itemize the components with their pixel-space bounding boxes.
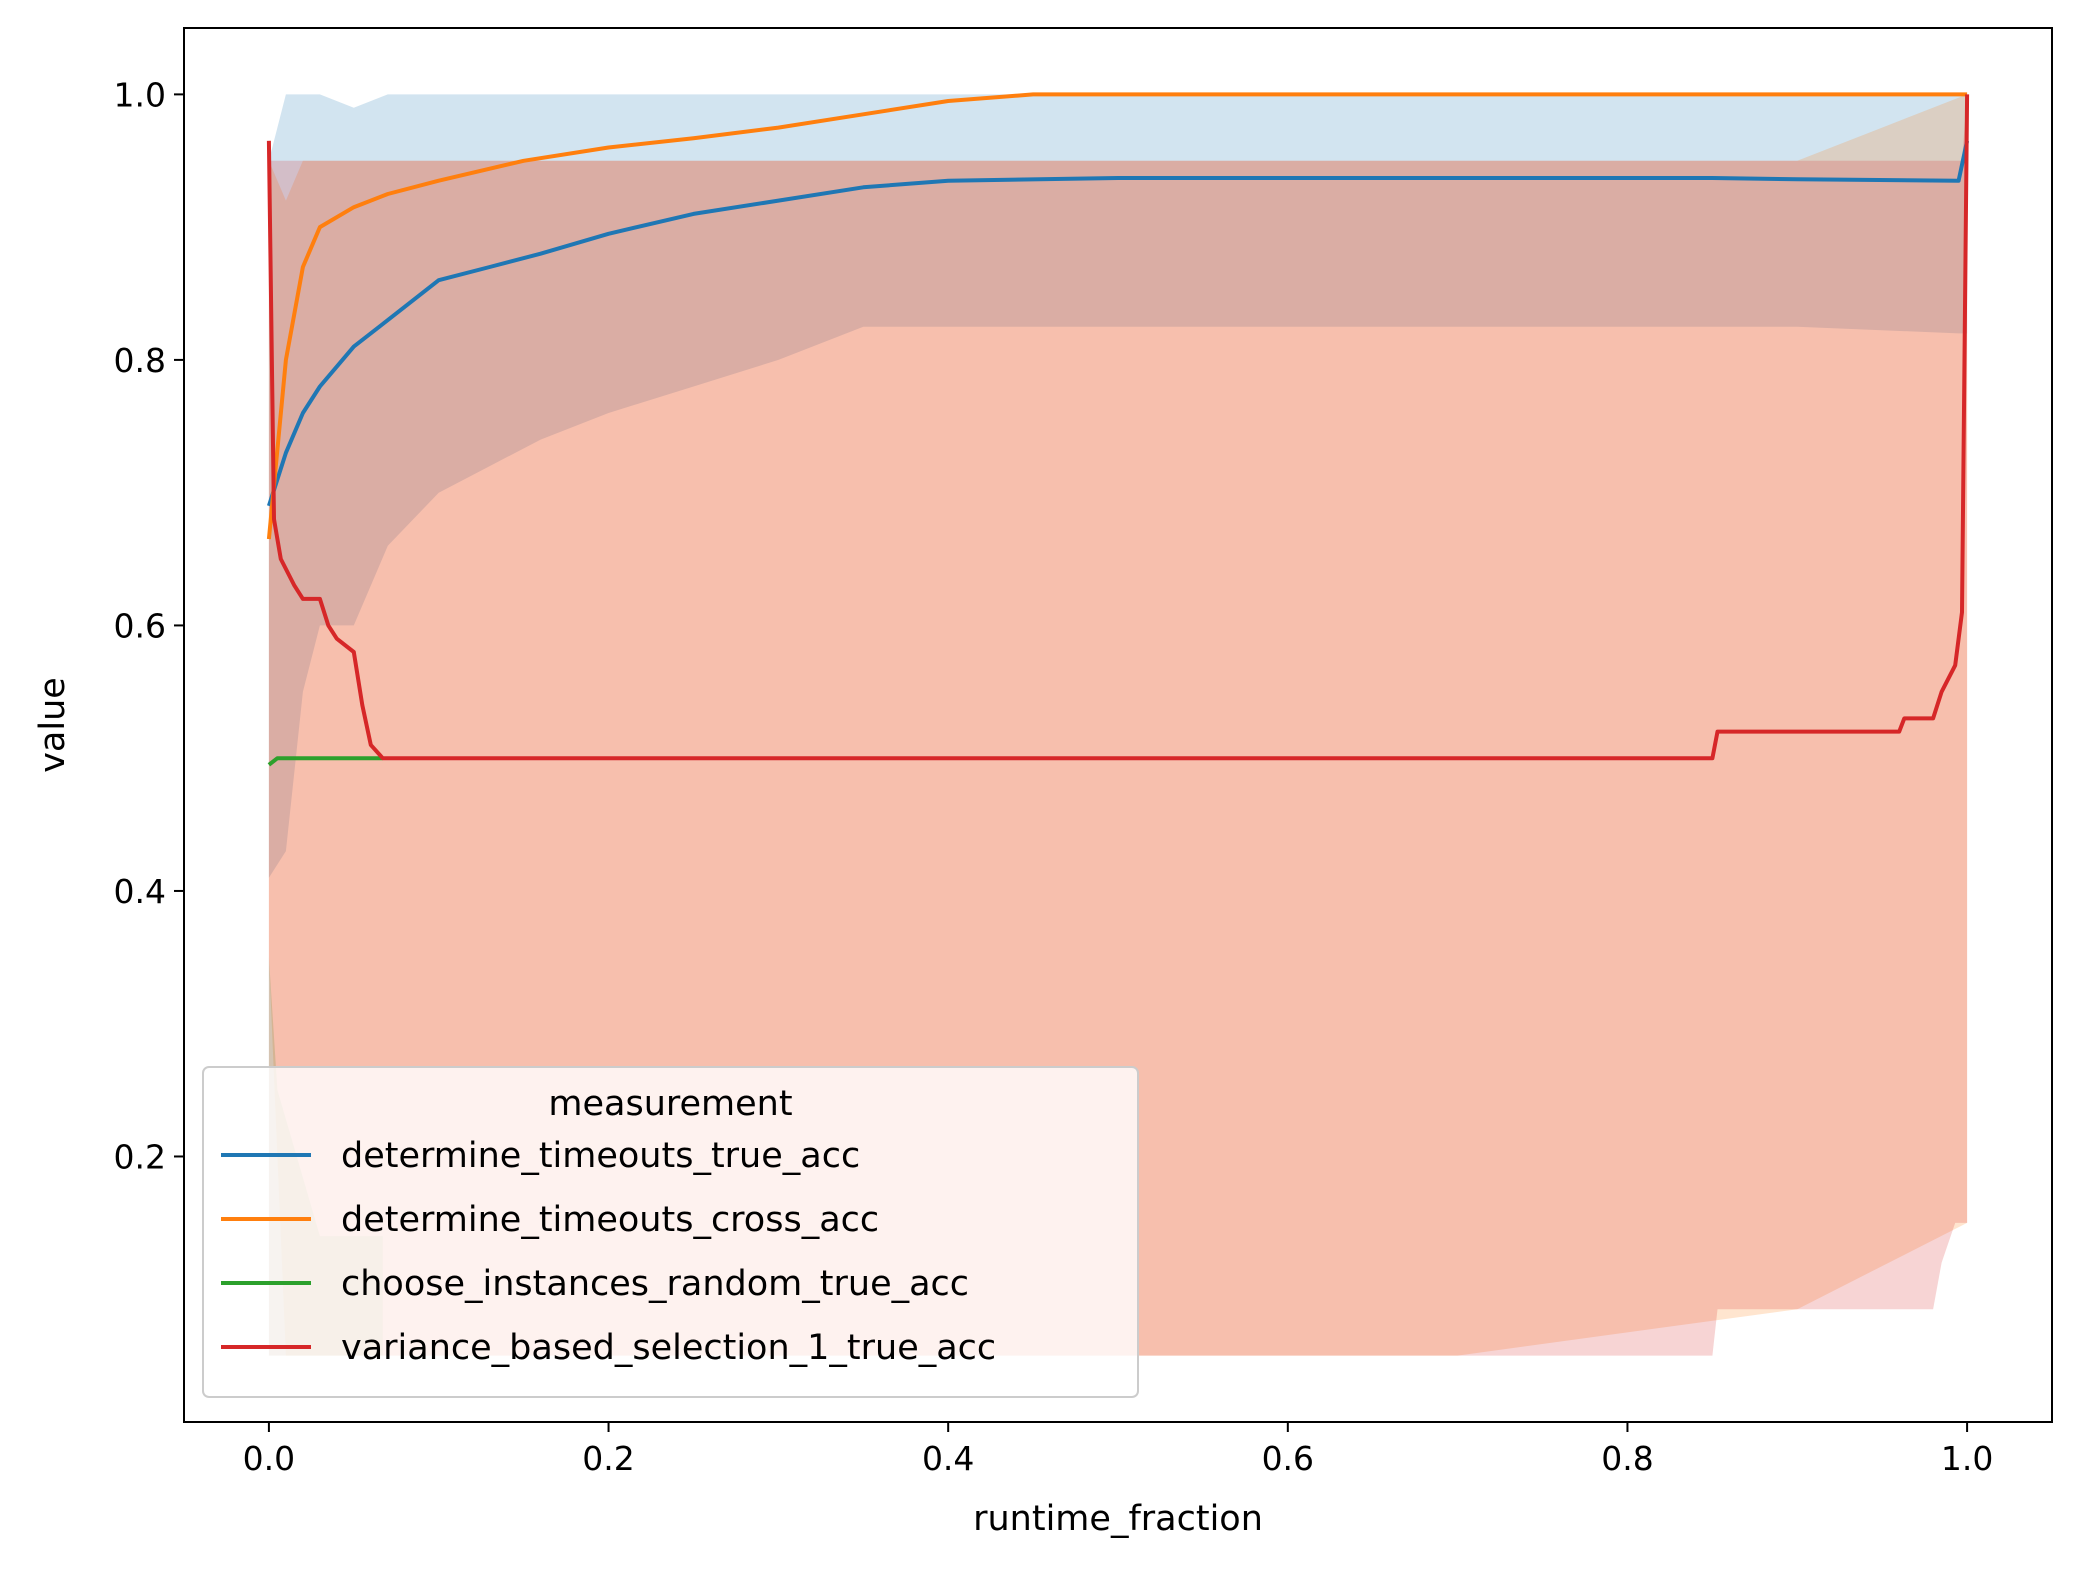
y-tick-label: 0.4 [114,872,166,911]
series-lines [266,92,1970,767]
x-tick-label: 1.0 [1941,1439,1993,1478]
x-tick-label: 0.2 [582,1439,634,1478]
legend-entries: determine_timeouts_true_acc determine_tim… [221,1136,996,1368]
plot-frame [183,27,2053,1423]
y-axis-label: value [33,677,73,773]
series-line-4 [266,94,1970,761]
legend-label-1: determine_timeouts_true_acc [341,1136,860,1176]
legend-label-4: variance_based_selection_1_true_acc [341,1328,996,1368]
legend-label-2: determine_timeouts_cross_acc [341,1200,879,1240]
confidence-band-4 [268,94,1968,1356]
series-line-2 [266,92,1968,540]
series-line-1 [266,140,1970,507]
series-line-3 [267,756,383,767]
x-tick-label: 0.0 [243,1439,295,1478]
y-tick-label: 1.0 [114,75,166,114]
legend-box [202,1066,1139,1398]
x-tick-label: 0.6 [1262,1439,1314,1478]
x-tick-label: 0.4 [922,1439,974,1478]
legend: measurement determine_timeouts_true_accd… [202,1066,1139,1398]
y-tick-label: 0.8 [114,341,166,380]
legend-title: measurement [548,1084,792,1124]
confidence-band-2 [268,94,1968,1356]
confidence-band-1 [268,94,1968,878]
x-tick-label: 0.8 [1601,1439,1653,1478]
x-axis-label: runtime_fraction [973,1499,1263,1539]
confidence-bands [268,94,1968,1356]
y-tick-label: 0.6 [114,606,166,645]
y-tick-label: 0.2 [114,1137,166,1176]
legend-label-3: choose_instances_random_true_acc [341,1264,969,1304]
y-axis-ticks: 0.2 0.4 0.6 0.8 1.0 [114,75,184,1176]
x-axis-ticks: 0.0 0.2 0.4 0.6 0.8 1.0 [243,1422,1993,1478]
